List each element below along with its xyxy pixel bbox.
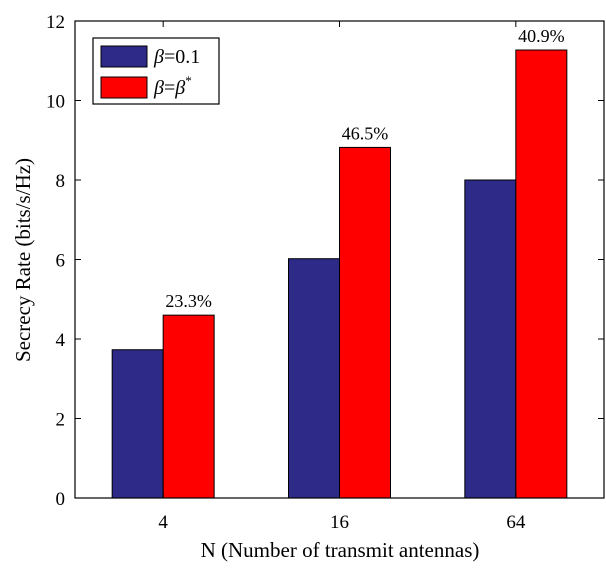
legend: β=0.1 β=β* [92, 37, 220, 105]
y-tick-label-10: 10 [46, 92, 65, 113]
labels-layer: 23.3% 4 46.5% 16 40.9% 64 0 2 4 6 8 10 12 [46, 12, 565, 533]
x-tick-label-16: 16 [330, 512, 349, 533]
legend-swatch-series2 [100, 76, 148, 99]
axes-layer [74, 20, 605, 499]
legend-label-series2: β=β* [153, 73, 192, 99]
bar-series1-64 [464, 179, 517, 499]
plot-frame [74, 20, 605, 499]
y-tick-label-8: 8 [56, 171, 66, 192]
y-tick-label-2: 2 [56, 410, 66, 431]
bar-series1-16 [288, 258, 340, 499]
bars-layer [111, 49, 568, 499]
x-tick-label-4: 4 [158, 512, 168, 533]
legend-swatch-series1 [100, 45, 148, 68]
legend-label-series1: β=0.1 [153, 46, 200, 68]
y-tick-label-0: 0 [56, 489, 66, 510]
y-axis-title: Secrecy Rate (bits/s/Hz) [11, 158, 35, 362]
bar-series2-64 [515, 49, 568, 499]
data-label-64: 40.9% [518, 26, 565, 46]
data-label-16: 46.5% [342, 123, 389, 143]
x-axis-title: N (Number of transmit antennas) [201, 538, 480, 562]
data-label-4: 23.3% [165, 291, 212, 311]
bar-series1-4 [111, 349, 164, 499]
x-tick-label-64: 64 [506, 512, 526, 533]
y-tick-label-12: 12 [46, 12, 65, 33]
bar-series2-4 [162, 314, 215, 499]
y-tick-label-6: 6 [56, 251, 66, 272]
y-tick-label-4: 4 [56, 330, 66, 351]
bar-series2-16 [339, 146, 391, 499]
